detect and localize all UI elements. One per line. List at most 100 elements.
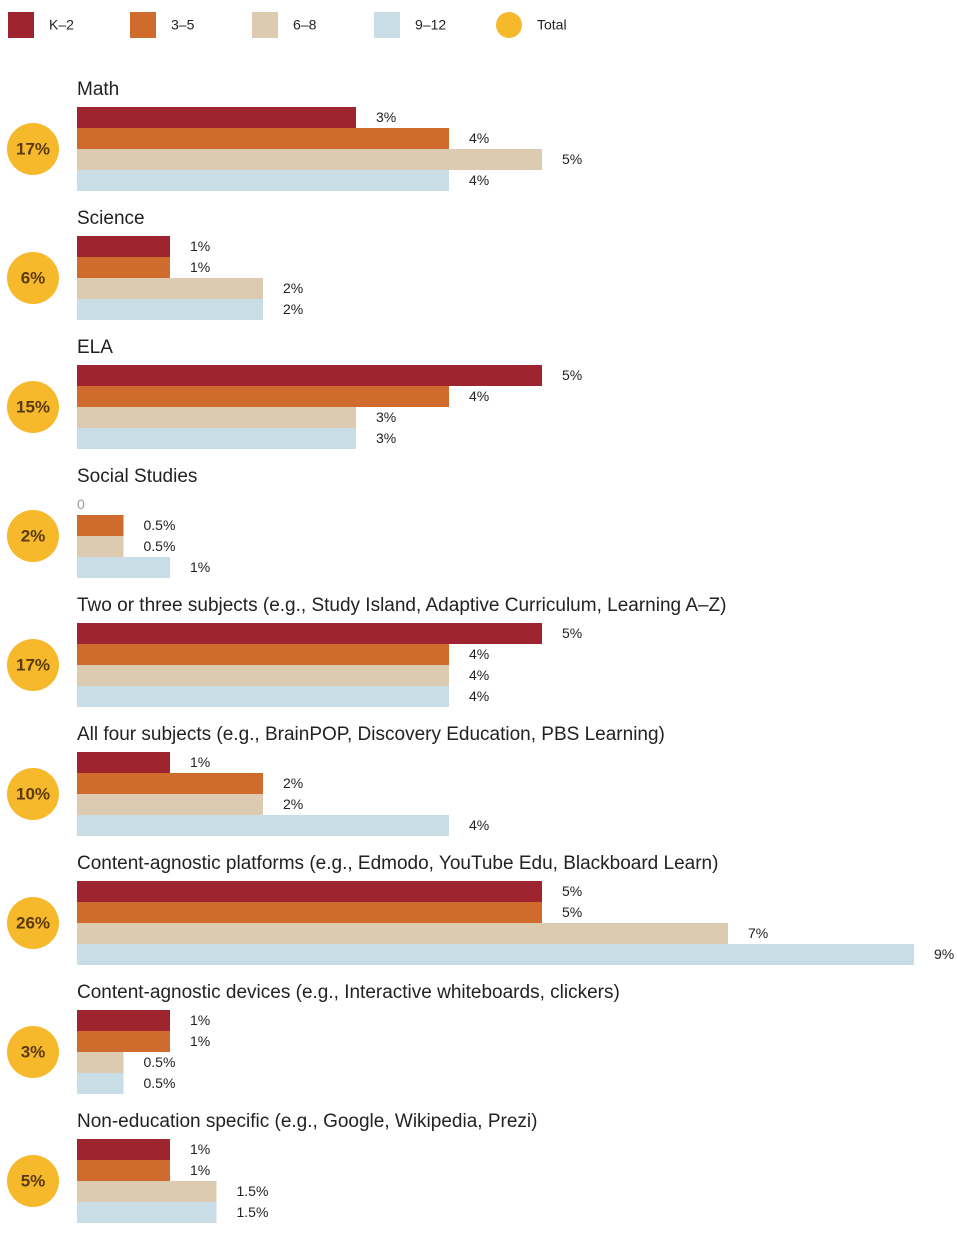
bar	[77, 170, 449, 191]
value-label: 0.5%	[144, 1075, 176, 1091]
bar	[77, 773, 263, 794]
value-label: 2%	[283, 775, 303, 791]
legend-swatch	[496, 12, 522, 38]
value-label: 1%	[190, 1141, 210, 1157]
bar	[77, 407, 356, 428]
value-label: 1%	[190, 238, 210, 254]
value-label: 1%	[190, 1012, 210, 1028]
bar	[77, 623, 542, 644]
group-label: Two or three subjects (e.g., Study Islan…	[77, 595, 727, 616]
total-label: 10%	[16, 784, 50, 803]
value-label: 2%	[283, 301, 303, 317]
total-label: 17%	[16, 655, 50, 674]
bar	[77, 107, 356, 128]
total-label: 17%	[16, 139, 50, 158]
legend-swatch	[374, 12, 400, 38]
value-label: 4%	[469, 388, 489, 404]
bar	[77, 515, 124, 536]
total-badge	[7, 897, 59, 949]
value-label: 4%	[469, 688, 489, 704]
bar	[77, 644, 449, 665]
total-label: 2%	[21, 526, 46, 545]
bar	[77, 881, 542, 902]
bar	[77, 536, 124, 557]
value-label: 9%	[934, 946, 954, 962]
value-label: 7%	[748, 925, 768, 941]
bar	[77, 1202, 217, 1223]
bar	[77, 794, 263, 815]
group-label: ELA	[77, 337, 113, 358]
bar	[77, 278, 263, 299]
value-label: 5%	[562, 367, 582, 383]
bar	[77, 1010, 170, 1031]
legend-label: K–2	[49, 17, 74, 33]
value-label: 1.5%	[237, 1183, 269, 1199]
legend-label: 6–8	[293, 17, 317, 33]
bar	[77, 257, 170, 278]
total-badge	[7, 381, 59, 433]
total-badge	[7, 768, 59, 820]
value-label: 0.5%	[144, 538, 176, 554]
value-label: 0.5%	[144, 517, 176, 533]
legend-label: Total	[537, 17, 567, 33]
value-label: 4%	[469, 817, 489, 833]
value-label: 5%	[562, 904, 582, 920]
bar	[77, 815, 449, 836]
bar	[77, 902, 542, 923]
bar	[77, 428, 356, 449]
value-label: 0.5%	[144, 1054, 176, 1070]
value-label: 1%	[190, 1162, 210, 1178]
bar	[77, 236, 170, 257]
total-badge	[7, 123, 59, 175]
bar	[77, 665, 449, 686]
value-label: 2%	[283, 796, 303, 812]
group-label: Science	[77, 208, 145, 229]
value-label: 0	[77, 496, 85, 512]
bar	[77, 557, 170, 578]
value-label: 4%	[469, 172, 489, 188]
legend-swatch	[252, 12, 278, 38]
value-label: 1%	[190, 754, 210, 770]
group-label: Content-agnostic devices (e.g., Interact…	[77, 982, 620, 1003]
value-label: 3%	[376, 430, 396, 446]
bar	[77, 686, 449, 707]
bar	[77, 386, 449, 407]
value-label: 4%	[469, 130, 489, 146]
bar	[77, 1160, 170, 1181]
legend-swatch	[8, 12, 34, 38]
bar	[77, 1031, 170, 1052]
bar	[77, 944, 914, 965]
value-label: 1.5%	[237, 1204, 269, 1220]
bar	[77, 365, 542, 386]
total-label: 3%	[21, 1042, 46, 1061]
value-label: 1%	[190, 559, 210, 575]
bar	[77, 1052, 124, 1073]
total-label: 6%	[21, 268, 46, 287]
group-label: Non-education specific (e.g., Google, Wi…	[77, 1111, 537, 1132]
bar	[77, 149, 542, 170]
total-badge	[7, 252, 59, 304]
value-label: 4%	[469, 646, 489, 662]
bar	[77, 1073, 124, 1094]
legend-label: 9–12	[415, 17, 446, 33]
group-label: All four subjects (e.g., BrainPOP, Disco…	[77, 724, 665, 745]
total-label: 5%	[21, 1171, 46, 1190]
value-label: 3%	[376, 409, 396, 425]
group-label: Content-agnostic platforms (e.g., Edmodo…	[77, 853, 718, 874]
total-label: 15%	[16, 397, 50, 416]
bar	[77, 1181, 217, 1202]
total-badge	[7, 510, 59, 562]
total-badge	[7, 1155, 59, 1207]
value-label: 1%	[190, 259, 210, 275]
legend-label: 3–5	[171, 17, 195, 33]
bar	[77, 923, 728, 944]
value-label: 1%	[190, 1033, 210, 1049]
value-label: 5%	[562, 883, 582, 899]
value-label: 5%	[562, 625, 582, 641]
value-label: 3%	[376, 109, 396, 125]
bar	[77, 1139, 170, 1160]
value-label: 5%	[562, 151, 582, 167]
bar	[77, 752, 170, 773]
total-label: 26%	[16, 913, 50, 932]
